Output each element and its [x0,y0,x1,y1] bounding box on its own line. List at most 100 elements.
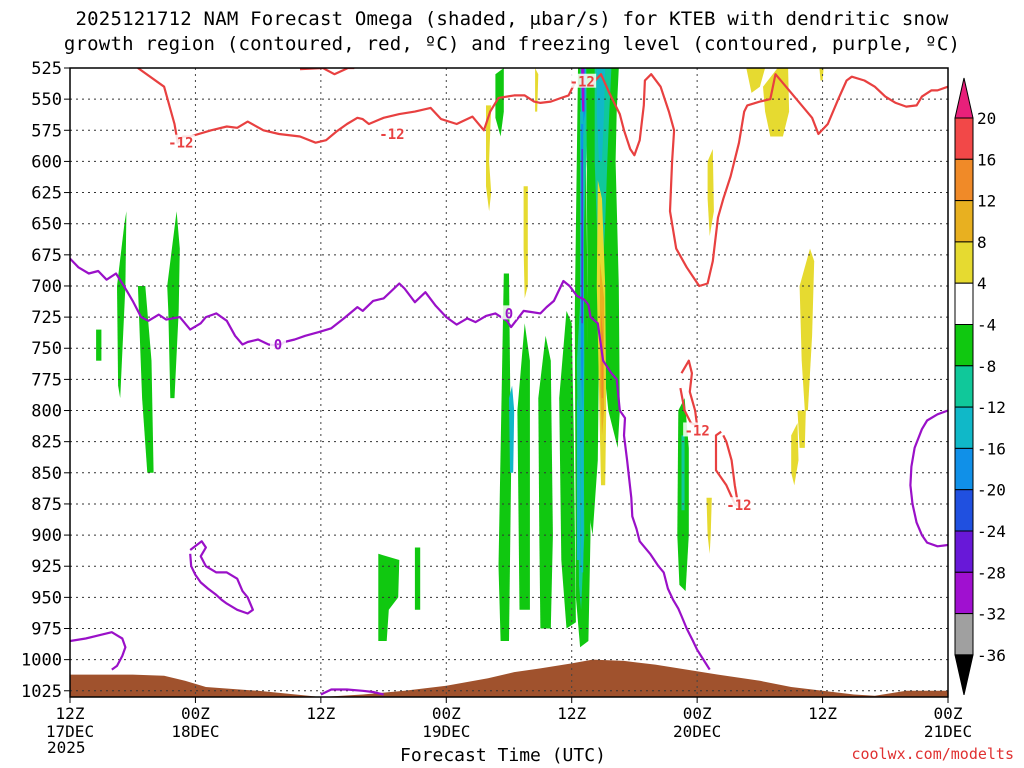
x-tick-label-time: 00Z [181,704,210,723]
y-tick-label: 825 [31,433,62,453]
x-tick-label-date: 18DEC [171,722,219,741]
colorbar-swatch [954,158,974,202]
y-tick-label: 900 [31,526,62,546]
omega-shade-region [819,68,824,81]
contour-label-bg [568,73,597,88]
y-tick-label: 875 [31,495,62,515]
omega-shade-region [791,423,799,486]
colorbar-level-label: -24 [977,522,1006,541]
freezing-level-label: 0 [274,338,282,354]
omega-shade-region [596,68,606,162]
freezing-level-label: 0 [505,306,513,322]
y-tick-label: 775 [31,370,62,390]
freezing-level-contour-line [189,540,254,615]
y-tick-label: 1000 [21,651,62,671]
x-tick-label-date: 21DEC [924,722,972,741]
omega-shade-region [706,497,712,554]
freezing-level-contour-line [320,688,384,696]
colorbar-swatch [954,365,974,408]
colorbar-level-label: 4 [977,274,987,293]
omega-shading [96,68,824,648]
x-tick-label-time: 00Z [432,704,461,723]
x-tick-label-date: 17DEC [46,722,94,741]
omega-shade-region [486,105,492,212]
x-tick-label-time: 12Z [808,704,837,723]
omega-shade-region [167,211,180,399]
omega-shade-region [137,286,154,473]
x-tick-label-time: 12Z [56,704,85,723]
y-tick-label: 700 [31,277,62,297]
y-tick-label: 950 [31,588,62,608]
omega-shade-region [117,211,127,399]
colorbar-swatch [954,117,974,160]
x-tick-label-time: 12Z [557,704,586,723]
colorbar-level-label: 20 [977,109,996,128]
y-tick-label: 1025 [21,682,62,702]
y-tick-label: 925 [31,557,62,577]
colorbar-level-label: -12 [977,398,1006,417]
dgz-contour-line [299,68,355,76]
gridlines [70,68,948,697]
colorbar-level-label: 16 [977,150,996,169]
y-tick-label: 625 [31,184,62,204]
contour-label-bg [270,336,287,351]
omega-shade-region [581,149,583,324]
dgz-contour-line [714,430,741,508]
y-tick-label: 800 [31,402,62,422]
colorbar-swatch [954,282,974,326]
colorbar-swatch [954,241,974,284]
colorbar-swatch [954,571,974,615]
y-tick-label: 550 [31,90,62,110]
omega-shade-region [559,310,576,629]
source-credit: coolwx.com/modelts [851,745,1014,763]
freezing-level-contour-line [70,257,711,671]
colorbar-bottom-arrow [954,654,974,696]
colorbar-level-label: -16 [977,439,1006,458]
colorbar-swatch [954,200,974,243]
x-tick-label-date: 20DEC [673,722,721,741]
y-tick-label: 975 [31,619,62,639]
colorbar-level-label: -8 [977,357,996,376]
terrain [70,659,948,697]
y-tick-label: 750 [31,339,62,359]
colorbar-level-label: -28 [977,563,1006,582]
colorbar: 20 16 12 8 4 -4 -8 -12 -16 -20 -24 -28 -32 -36 [954,77,1006,696]
dgz-contour-label: -12 [726,498,751,514]
dgz-contour-line [137,68,576,144]
y-tick-label: 650 [31,215,62,235]
colorbar-swatch [954,489,974,532]
y-tick-label: 675 [31,246,62,266]
omega-shade-region [414,547,421,610]
start-year-label: 2025 [47,738,86,757]
dgz-contour-label: -12 [168,136,193,152]
colorbar-level-label: -36 [977,646,1006,665]
x-axis-title: Forecast Time (UTC) [400,745,606,766]
colorbar-level-label: -20 [977,481,1006,500]
colorbar-top-arrow [954,77,974,119]
dgz-contour-label: -12 [570,75,595,91]
chart-title-line-1: 2025121712 NAM Forecast Omega (shaded, μ… [75,8,949,30]
colorbar-swatch [954,406,974,449]
omega-shade-region [799,248,815,411]
omega-shade-region [763,68,790,137]
omega-shade-region [523,186,528,299]
omega-shade-region [797,410,806,448]
omega-shade-region [509,385,515,473]
colorbar-level-label: 12 [977,192,996,211]
freezing-level-contour-line [70,631,127,671]
colorbar-swatch [954,447,974,491]
contour-label-bg [377,126,406,141]
x-tick-label-date: 19DEC [422,722,470,741]
contour-label-bg [724,497,753,512]
x-tick-label-time: 00Z [683,704,712,723]
omega-shade-region [517,323,530,610]
omega-shade-region [96,329,102,361]
freezing-level-contour-line [909,409,948,548]
plot-frame [69,67,949,698]
colorbar-level-label: -4 [977,316,996,335]
y-tick-label: 575 [31,121,62,141]
colorbar-level-label: -32 [977,605,1006,624]
colorbar-swatch [954,324,974,367]
colorbar-level-label: 8 [977,233,987,252]
dgz-contours: -12 -12 -12 -12 -12 [137,68,948,514]
